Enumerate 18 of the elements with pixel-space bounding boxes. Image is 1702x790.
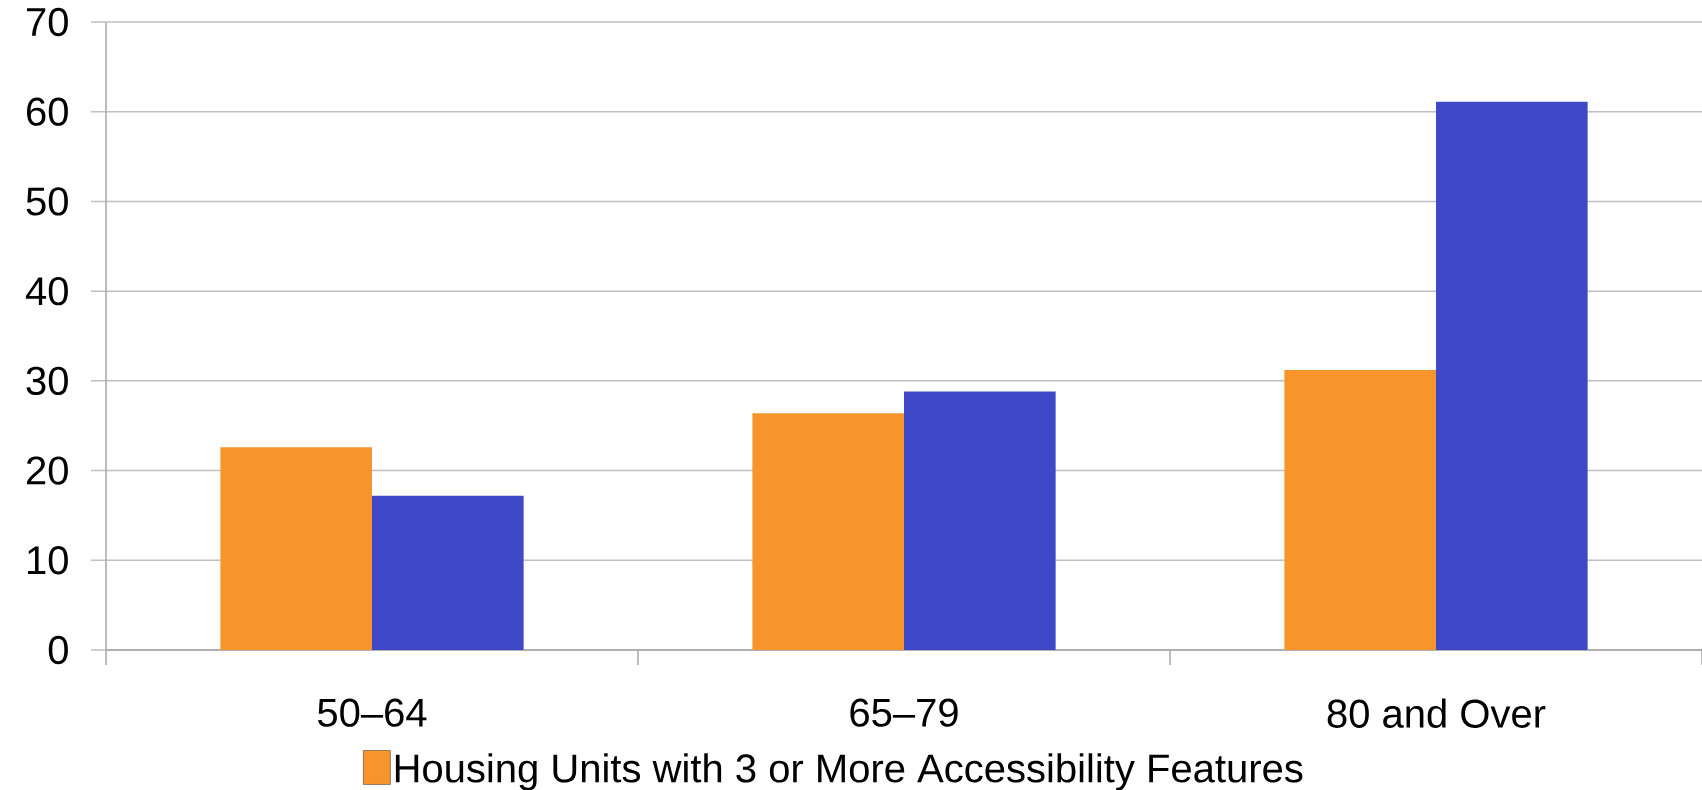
y-tick-label: 50: [26, 187, 68, 216]
y-tick-label: 20: [26, 456, 68, 485]
legend-label: Housing Units with 3 or More Accessibility Features: [395, 753, 1303, 790]
y-tick-label: 10: [28, 546, 68, 575]
y-tick-label: 60: [27, 97, 68, 126]
bar: [372, 495, 524, 650]
bar: [1284, 370, 1437, 650]
x-tick-label: 50–64: [317, 698, 427, 727]
bar: [220, 447, 372, 650]
y-tick-label: 40: [25, 276, 68, 306]
bar: [904, 391, 1056, 650]
bar: [1436, 101, 1588, 650]
x-tick-label: 65–79: [850, 698, 958, 727]
y-tick-label: 30: [26, 366, 68, 396]
x-tick-label: 80 and Over: [1327, 698, 1546, 728]
y-tick-label: 0: [48, 635, 68, 665]
y-tick-label: 70: [27, 7, 68, 37]
bar: [752, 413, 905, 650]
